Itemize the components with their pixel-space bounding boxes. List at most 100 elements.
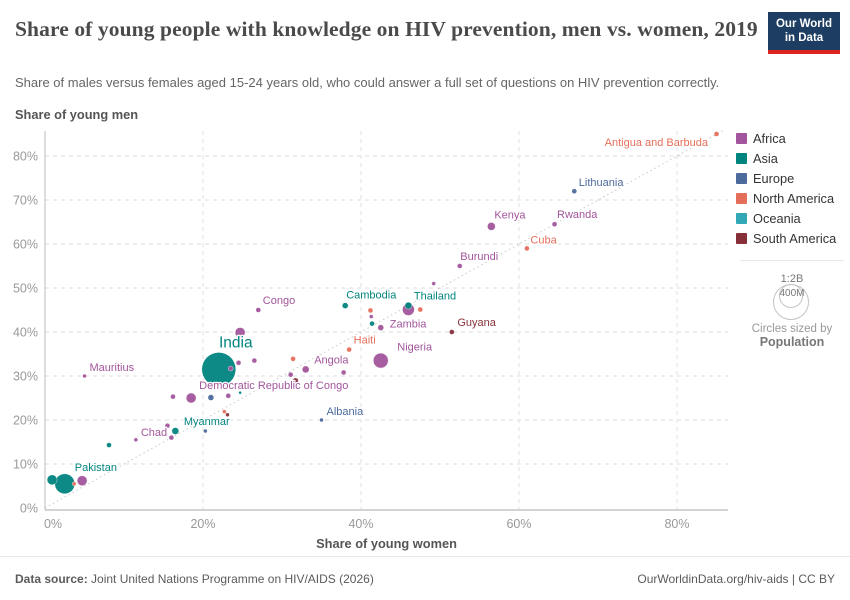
parity-line — [44, 129, 725, 509]
data-point[interactable] — [76, 475, 88, 486]
size-ratio-label: 1:2B — [780, 273, 804, 285]
data-point[interactable] — [164, 423, 171, 429]
data-point[interactable] — [46, 474, 58, 486]
y-axis-title: Share of young men — [15, 107, 139, 122]
y-tick-label: 0% — [20, 502, 38, 516]
country-label: Congo — [263, 295, 295, 307]
data-point-rwanda[interactable] — [551, 221, 558, 227]
country-label: Nigeria — [397, 342, 433, 354]
x-tick-label: 20% — [190, 517, 215, 531]
legend-item-label: Asia — [753, 151, 778, 166]
data-point-kenya[interactable] — [487, 222, 496, 231]
y-tick-label: 60% — [13, 238, 38, 252]
size-circle-label: 400M — [779, 288, 805, 299]
data-point[interactable] — [292, 377, 299, 385]
size-legend-caption: Circles sized by — [751, 323, 833, 335]
country-label: Mauritius — [90, 362, 135, 374]
data-point-zambia[interactable] — [377, 324, 384, 331]
y-tick-label: 50% — [13, 282, 38, 296]
data-point[interactable] — [106, 442, 112, 448]
y-tick-label: 70% — [13, 194, 38, 208]
owid-logo[interactable]: Our World in Data — [768, 12, 840, 54]
license-link[interactable]: OurWorldinData.org/hiv-aids | CC BY — [637, 571, 835, 586]
legend-swatch-icon — [736, 133, 747, 144]
legend-item-label: Oceania — [753, 211, 801, 226]
country-label: Albania — [327, 406, 365, 418]
country-label: Cuba — [530, 234, 557, 246]
legend-item-north-america[interactable]: North America — [736, 191, 848, 206]
data-point[interactable] — [207, 394, 215, 401]
data-point-lithuania[interactable] — [571, 188, 577, 194]
data-point-nigeria[interactable] — [373, 352, 389, 369]
data-point[interactable] — [234, 327, 246, 338]
country-label: Guyana — [457, 317, 496, 329]
country-label: Pakistan — [75, 462, 117, 474]
legend-item-label: Africa — [753, 131, 786, 146]
data-point[interactable] — [222, 409, 227, 414]
data-point-guyana[interactable] — [449, 329, 455, 335]
chart-subtitle: Share of males versus females aged 15-24… — [15, 75, 720, 90]
legend-item-label: South America — [753, 231, 837, 246]
country-label: Rwanda — [557, 209, 598, 221]
size-circle-small-icon — [779, 284, 803, 308]
y-tick-label: 30% — [13, 370, 38, 384]
data-point[interactable] — [369, 320, 375, 327]
data-point[interactable] — [225, 393, 231, 399]
data-point[interactable] — [417, 306, 423, 313]
legend-item-oceania[interactable]: Oceania — [736, 211, 848, 226]
x-tick-label: 0% — [44, 517, 62, 531]
legend-swatch-icon — [736, 213, 747, 224]
data-point-myanmar[interactable] — [171, 427, 180, 435]
data-point[interactable] — [251, 357, 258, 364]
data-point[interactable] — [170, 393, 176, 400]
data-point[interactable] — [238, 391, 242, 395]
data-source-label: Data source: — [15, 571, 88, 586]
data-point[interactable] — [235, 360, 242, 366]
data-point[interactable] — [168, 434, 175, 441]
scatter-plot: 0% 10% 20% 30% 40% 50% 60% 70% 80% 0% 20% 40% 60% 80%… — [13, 129, 728, 531]
country-label: Angola — [314, 354, 349, 366]
legend-item-south-america[interactable]: South America — [736, 231, 848, 246]
data-point[interactable] — [287, 371, 294, 378]
data-point-cuba[interactable] — [524, 245, 530, 252]
legend-item-europe[interactable]: Europe — [736, 171, 848, 186]
data-point[interactable] — [227, 365, 234, 372]
country-label: Lithuania — [579, 177, 625, 189]
page-title: Share of young people with knowledge on … — [15, 17, 758, 41]
size-legend-circles-icon: 400M — [772, 283, 812, 321]
data-source-note: Data source: Joint United Nations Progra… — [15, 572, 374, 586]
legend-divider — [740, 260, 844, 261]
data-point[interactable] — [340, 369, 347, 376]
data-point-india[interactable] — [201, 352, 237, 387]
data-point-albania[interactable] — [319, 417, 324, 423]
data-point[interactable] — [72, 481, 77, 486]
data-point[interactable] — [369, 314, 374, 319]
data-point-thailand[interactable] — [404, 301, 413, 310]
owid-logo-line1: Our World — [775, 17, 832, 30]
data-point-cambodia[interactable] — [342, 302, 349, 309]
data-point[interactable] — [367, 307, 374, 314]
owid-logo-line2: in Data — [784, 32, 824, 44]
data-point[interactable] — [431, 281, 436, 286]
legend-item-asia[interactable]: Asia — [736, 151, 848, 166]
country-label: India — [219, 334, 253, 351]
data-point-angola[interactable] — [302, 365, 310, 374]
data-point-mauritius[interactable] — [82, 373, 87, 379]
data-point-antigua-and-barbuda[interactable] — [713, 131, 720, 137]
y-tick-label: 40% — [13, 326, 38, 340]
data-source-text: Joint United Nations Programme on HIV/AI… — [87, 571, 374, 586]
y-tick-label: 10% — [13, 458, 38, 472]
data-point[interactable] — [225, 412, 230, 417]
data-point-chad[interactable] — [133, 437, 139, 442]
data-point-haiti[interactable] — [346, 346, 352, 353]
data-point-congo[interactable] — [255, 307, 261, 313]
data-point-burundi[interactable] — [457, 263, 463, 269]
continent-legend: Africa Asia Europe North America Oceania Sout… — [736, 131, 848, 349]
data-point-pakistan[interactable] — [54, 473, 75, 494]
data-point[interactable] — [203, 428, 208, 434]
data-point[interactable] — [290, 356, 296, 362]
legend-item-africa[interactable]: Africa — [736, 131, 848, 146]
data-point-democratic-republic-of-congo[interactable] — [185, 392, 197, 404]
legend-swatch-icon — [736, 173, 747, 184]
